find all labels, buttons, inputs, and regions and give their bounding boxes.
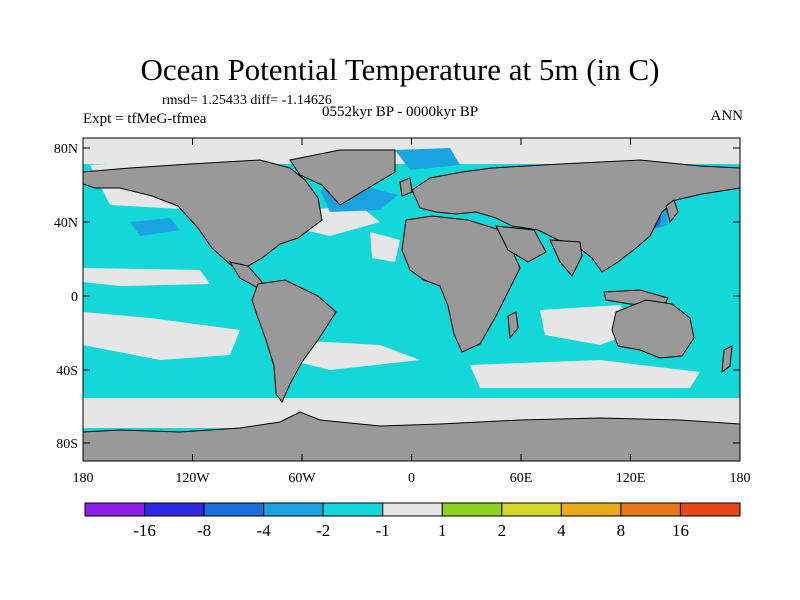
colorbar-label: 16	[672, 521, 689, 540]
longitude-axis: 180 120W 60W 0 60E 120E 180	[73, 138, 751, 486]
colorbar-swatch	[382, 502, 443, 517]
lat-label: 80S	[56, 437, 78, 452]
new-zealand	[721, 345, 733, 374]
south-america	[251, 279, 337, 403]
colorbar-label: 2	[498, 521, 507, 540]
colorbar-swatch	[322, 502, 384, 517]
colorbar-swatch	[203, 502, 265, 517]
colorbar-swatch	[501, 502, 562, 517]
nordic-seas-cooling	[395, 148, 460, 170]
colorbar: -16 -8 -4 -2 -1 1 2 4 8 16	[84, 502, 741, 540]
africa	[401, 215, 521, 353]
colorbar-label: 8	[617, 521, 626, 540]
lat-label: 0	[71, 290, 78, 305]
india	[549, 239, 583, 277]
period-label: 0552kyr BP - 0000kyr BP	[322, 104, 479, 120]
arabia	[495, 225, 547, 263]
equatorial-pacific-no-change	[83, 268, 210, 286]
north-america	[83, 159, 323, 267]
colorbar-label: -4	[257, 521, 272, 540]
japan	[665, 199, 679, 224]
lon-label: 60E	[510, 471, 533, 486]
north-pacific-cooling	[130, 218, 180, 236]
lon-label: 60W	[288, 471, 316, 486]
season-label: ANN	[710, 108, 744, 124]
antarctica	[83, 411, 740, 461]
lon-label: 180	[730, 471, 751, 486]
lon-label: 180	[73, 471, 94, 486]
british-isles	[399, 177, 413, 197]
colorbar-label: 4	[557, 521, 566, 540]
lat-label: 80N	[54, 142, 78, 157]
lat-label: 40S	[56, 364, 78, 379]
plot-title: Ocean Potential Temperature at 5m (in C)	[140, 52, 660, 87]
lon-label: 120W	[175, 471, 210, 486]
south-indian-no-change	[470, 360, 700, 388]
colorbar-swatch	[144, 502, 205, 517]
colorbar-swatch	[620, 502, 681, 517]
greenland	[289, 149, 396, 206]
tropical-atlantic-no-change	[370, 232, 400, 262]
madagascar	[507, 311, 519, 340]
colorbar-label: -1	[376, 521, 390, 540]
colorbar-label: 1	[438, 521, 447, 540]
colorbar-swatch	[84, 502, 146, 517]
australia	[611, 299, 695, 359]
colorbar-swatch	[560, 502, 622, 517]
colorbar-label: -8	[197, 521, 211, 540]
experiment-label: Expt = tfMeG-tfmea	[83, 111, 207, 127]
lon-label: 0	[408, 471, 415, 486]
south-pacific-no-change	[83, 312, 240, 360]
lat-label: 40N	[54, 216, 78, 231]
latitude-axis: 80N 40N 0 40S 80S	[54, 142, 740, 452]
eurasia	[411, 159, 740, 273]
map-panel	[83, 138, 740, 461]
colorbar-swatch	[441, 502, 503, 517]
colorbar-label: -2	[316, 521, 330, 540]
colorbar-swatch	[263, 502, 324, 517]
lon-label: 120E	[616, 471, 646, 486]
colorbar-label: -16	[133, 521, 156, 540]
rmsd-diff-stats: rmsd= 1.25433 diff= -1.14626	[162, 93, 332, 108]
south-atlantic-no-change	[290, 340, 420, 370]
land-masses	[83, 149, 740, 461]
colorbar-swatch	[679, 502, 741, 517]
